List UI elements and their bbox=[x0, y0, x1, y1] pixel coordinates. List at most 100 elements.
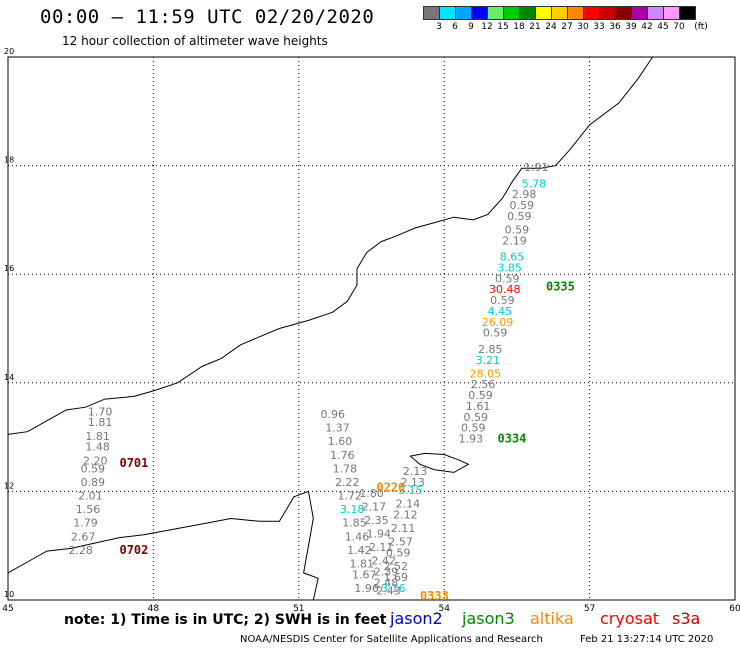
swh-value-label: 1.81 bbox=[85, 430, 110, 443]
swh-value-label: 0.59 bbox=[505, 223, 530, 236]
swh-value-label: 1.56 bbox=[76, 503, 101, 516]
color-scale-label: 6 bbox=[452, 22, 458, 32]
swh-value-label: 30.48 bbox=[489, 283, 521, 296]
pass-time-label: 0333 bbox=[420, 589, 449, 603]
x-tick-label: 51 bbox=[293, 604, 304, 614]
color-scale-label: 27 bbox=[561, 22, 573, 32]
color-scale-label: 9 bbox=[468, 22, 474, 32]
swh-value-label: 1.94 bbox=[367, 528, 392, 541]
swh-value-label: 1.37 bbox=[325, 422, 350, 435]
color-scale-label: 21 bbox=[529, 22, 541, 32]
map-title: 00:00 – 11:59 UTC 02/20/2020 bbox=[40, 6, 375, 28]
swh-value-label: 0.59 bbox=[81, 462, 106, 475]
x-tick-label: 60 bbox=[729, 604, 740, 614]
color-scale-label: 33 bbox=[593, 22, 605, 32]
swh-value-label: 0.59 bbox=[490, 294, 515, 307]
credit-text: NOAA/NESDIS Center for Satellite Applica… bbox=[240, 634, 543, 645]
map-frame bbox=[7, 56, 736, 601]
swh-value-label: 1.61 bbox=[466, 400, 491, 413]
swh-value-label: 3.85 bbox=[497, 261, 522, 274]
color-scale-label: 15 bbox=[497, 22, 509, 32]
pass-time-label: 0335 bbox=[546, 279, 575, 293]
swh-value-label: 2.20 bbox=[83, 454, 108, 467]
swh-value-label: 2.28 bbox=[68, 544, 93, 557]
swh-value-label: 2.98 bbox=[512, 188, 537, 201]
satellite-name: cryosat bbox=[600, 609, 660, 628]
swh-value-label: 1.93 bbox=[459, 433, 484, 446]
color-scale-label: (ft) bbox=[694, 22, 708, 32]
swh-value-label: 2.01 bbox=[78, 490, 103, 503]
swh-value-label: 1.46 bbox=[345, 530, 370, 543]
swh-value-label: 2.19 bbox=[502, 234, 527, 247]
coastline bbox=[7, 490, 319, 601]
swh-value-label: 1.81 bbox=[350, 557, 375, 570]
swh-value-label: 1.60 bbox=[328, 435, 353, 448]
y-tick-label: 14 bbox=[4, 373, 14, 382]
swh-value-label: 2.11 bbox=[369, 541, 394, 554]
color-scale-label: 36 bbox=[609, 22, 621, 32]
swh-value-label: 0.59 bbox=[507, 210, 532, 223]
y-tick-label: 18 bbox=[4, 156, 14, 165]
swh-value-label: 3.15 bbox=[398, 484, 423, 497]
swh-value-label: 2.14 bbox=[396, 498, 421, 511]
timestamp: Feb 21 13:27:14 UTC 2020 bbox=[580, 634, 714, 645]
swh-value-label: 1.85 bbox=[342, 517, 367, 530]
swh-value-label: 0.59 bbox=[461, 422, 486, 435]
swh-value-label: 2.35 bbox=[364, 514, 389, 527]
swh-value-label: 1.96 bbox=[354, 582, 379, 595]
swh-value-label: 1.69 bbox=[383, 571, 408, 584]
color-scale-label: 45 bbox=[657, 22, 669, 32]
swh-value-label: 3.18 bbox=[340, 503, 365, 516]
swh-value-label: 8.65 bbox=[500, 251, 525, 264]
map-subtitle: 12 hour collection of altimeter wave hei… bbox=[62, 34, 328, 48]
swh-value-label: 3.16 bbox=[381, 582, 406, 595]
pass-time-label: 0702 bbox=[119, 543, 148, 557]
swh-value-label: 2.67 bbox=[71, 530, 96, 543]
swh-value-label: 0.59 bbox=[468, 389, 493, 402]
swh-value-label: 2.13 bbox=[403, 465, 428, 478]
swh-value-label: 1.42 bbox=[347, 544, 372, 557]
swh-value-label: 2.56 bbox=[471, 378, 496, 391]
swh-value-label: 1.78 bbox=[333, 462, 358, 475]
satellite-name: altika bbox=[530, 609, 574, 628]
swh-value-label: 2.11 bbox=[391, 522, 416, 535]
swh-value-label: 1.79 bbox=[73, 517, 98, 530]
swh-value-label: 2.85 bbox=[478, 343, 503, 356]
color-swatch bbox=[679, 6, 696, 20]
y-tick-label: 12 bbox=[4, 481, 14, 490]
swh-value-label: 1.91 bbox=[524, 161, 549, 174]
swh-value-label: 0.59 bbox=[463, 411, 488, 424]
swh-value-label: 1.67 bbox=[352, 568, 377, 581]
pass-time-label: 0334 bbox=[498, 432, 527, 446]
satellite-name: jason2 bbox=[390, 609, 443, 628]
swh-value-label: 1.76 bbox=[330, 449, 355, 462]
color-scale-label: 12 bbox=[481, 22, 493, 32]
color-scale-label: 70 bbox=[673, 22, 685, 32]
color-scale-label: 42 bbox=[641, 22, 653, 32]
swh-value-label: 2.43 bbox=[376, 585, 401, 598]
swh-value-label: 0.59 bbox=[483, 327, 508, 340]
y-tick-label: 20 bbox=[4, 47, 14, 56]
swh-value-label: 2.48 bbox=[374, 576, 399, 589]
swh-value-label: 1.70 bbox=[88, 405, 113, 418]
swh-color-scale bbox=[423, 6, 696, 20]
pass-time-label: 0220 bbox=[376, 480, 405, 494]
x-tick-label: 45 bbox=[2, 604, 13, 614]
swh-value-label: 0.59 bbox=[495, 272, 520, 285]
y-tick-label: 16 bbox=[4, 264, 14, 273]
swh-value-label: 5.78 bbox=[522, 177, 547, 190]
swh-value-label: 28.05 bbox=[470, 367, 502, 380]
swh-value-label: 0.59 bbox=[509, 199, 534, 212]
swh-value-label: 2.22 bbox=[335, 476, 360, 489]
swh-value-label: 2.42 bbox=[371, 555, 396, 568]
color-scale-label: 18 bbox=[513, 22, 525, 32]
swh-value-label: 1.81 bbox=[88, 416, 113, 429]
swh-value-label: 26.09 bbox=[482, 316, 514, 329]
swh-value-label: 3.21 bbox=[476, 354, 501, 367]
satellite-name: s3a bbox=[672, 609, 701, 628]
x-tick-label: 57 bbox=[584, 604, 595, 614]
swh-value-label: 0.96 bbox=[320, 408, 345, 421]
swh-value-label: 0.59 bbox=[386, 547, 411, 560]
satellite-name: jason3 bbox=[462, 609, 515, 628]
